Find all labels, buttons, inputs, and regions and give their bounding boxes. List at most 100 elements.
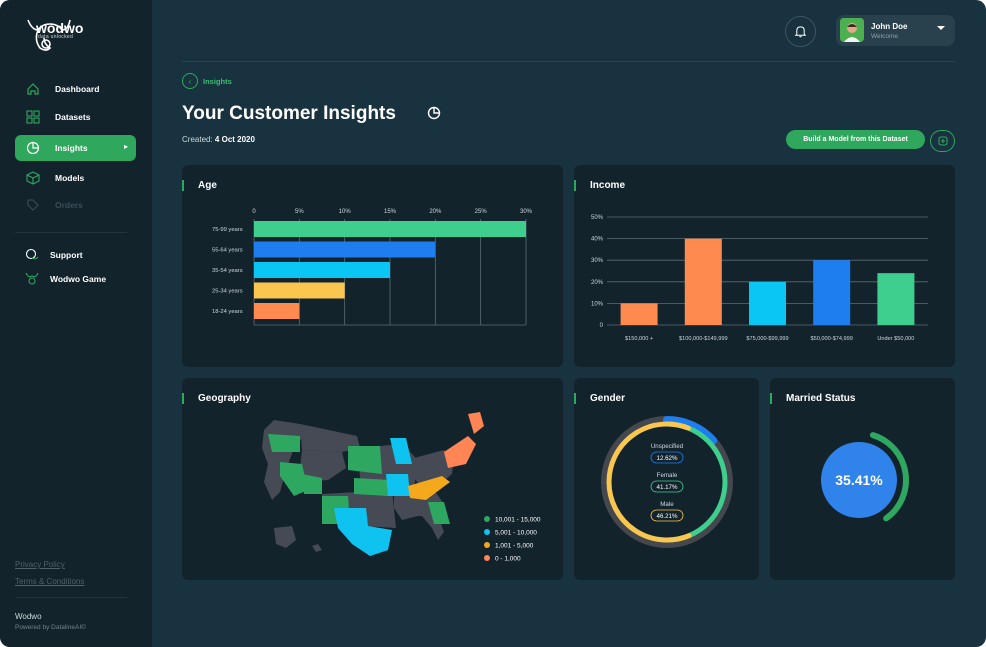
map-wisconsin — [390, 438, 412, 464]
header-divider — [182, 61, 955, 62]
legend-label: 10,001 - 15,000 — [495, 517, 541, 524]
sidebar-item-label: Wodwo Game — [50, 274, 107, 284]
wodwo-mascot-icon — [25, 272, 39, 285]
income-bar — [684, 238, 722, 325]
income-bar — [620, 303, 658, 325]
map-hawaii — [312, 544, 322, 552]
wodwo-logo-icon[interactable] — [24, 18, 124, 58]
income-chart: 0 10% 20% 30% 40% 50% $150,000 + $100,000-$149,… — [591, 215, 928, 342]
card-title: Age — [198, 180, 217, 191]
tag-icon — [27, 199, 39, 211]
age-bar — [254, 221, 526, 237]
income-card: Income 0 10% 20% 30% 40% 50% $150,000 + $100,00… — [574, 165, 955, 367]
gender-arc-female — [664, 421, 728, 543]
gender-chart: Unspecified 12.62% Female 41.17% Male 46.21% — [601, 416, 733, 548]
footer-brand: Wodwo — [15, 612, 42, 621]
chevron-right-icon: ▸ — [123, 142, 128, 151]
age-category-label: 18-24 years — [212, 309, 243, 315]
card-accent — [182, 180, 184, 191]
map-kentucky-virginia — [408, 476, 450, 500]
pie-chart-icon — [26, 141, 40, 155]
sidebar-item-label: Support — [50, 250, 83, 260]
card-title: Gender — [590, 393, 626, 404]
gender-value-pill — [650, 451, 684, 464]
sidebar-item-models[interactable]: Models — [15, 165, 136, 191]
export-button[interactable] — [930, 130, 955, 152]
married-status-card: Married Status 35.41% — [770, 378, 955, 580]
legend-label: 5,001 - 10,000 — [495, 530, 537, 537]
age-card: Age 0 5% 10% 15% 20% 25% 30% 75-99 years 55-64 y… — [182, 165, 563, 367]
chat-icon — [25, 248, 39, 260]
age-tick-label: 15% — [384, 209, 397, 215]
age-bar — [254, 241, 436, 258]
married-chart: 35.41% — [821, 432, 909, 522]
breadcrumb[interactable]: Insights — [203, 77, 232, 86]
sidebar-item-dashboard[interactable]: Dashboard — [15, 76, 136, 102]
gender-value: 41.17% — [657, 484, 678, 491]
user-menu[interactable]: John Doe Welcome — [836, 15, 955, 46]
income-category-label: Under $50,000 — [877, 336, 914, 342]
age-category-label: 55-64 years — [212, 248, 243, 254]
privacy-policy-link[interactable]: Privacy Policy — [15, 560, 65, 569]
sidebar-item-datasets[interactable]: Datasets — [15, 104, 136, 130]
sidebar-item-orders: Orders — [15, 192, 136, 218]
build-model-button[interactable]: Build a Model from this Dataset — [786, 130, 925, 149]
brand-name: wodwo — [36, 20, 84, 36]
card-accent — [770, 393, 772, 404]
notifications-button[interactable] — [785, 16, 816, 47]
map-kansas — [354, 478, 390, 496]
sidebar-item-wodwo-game[interactable]: Wodwo Game — [15, 266, 136, 292]
created-info: Created: 4 Oct 2020 — [182, 135, 255, 144]
legend-swatch-mid-high — [484, 529, 490, 535]
gender-value: 12.62% — [657, 455, 678, 462]
user-subtitle: Welcome — [871, 33, 898, 40]
pie-chart-icon — [427, 106, 441, 120]
map-texas — [334, 508, 392, 556]
gender-label: Unspecified — [651, 443, 684, 450]
age-category-label: 25-34 years — [212, 289, 243, 295]
map-missouri — [386, 474, 410, 496]
map-north-region — [300, 424, 360, 452]
income-tick-label: 0 — [600, 323, 604, 329]
age-tick-label: 25% — [475, 209, 488, 215]
married-value: 35.41% — [835, 472, 883, 488]
sidebar-item-support[interactable]: Support — [15, 242, 136, 268]
back-button[interactable]: ‹ — [182, 73, 198, 89]
age-bar — [254, 282, 345, 299]
age-bar — [254, 303, 300, 319]
gender-arc-male — [606, 421, 692, 543]
income-bar — [749, 281, 786, 325]
sidebar-divider — [15, 232, 127, 233]
footer-powered: Powered by DatalineAI© — [15, 624, 86, 631]
income-tick-label: 10% — [591, 301, 604, 307]
legend-label: 0 - 1,000 — [495, 556, 521, 563]
age-category-label: 75-99 years — [212, 227, 243, 233]
sidebar-item-insights[interactable]: Insights ▸ — [15, 135, 136, 161]
sidebar-footer-divider — [15, 597, 127, 598]
map-alaska — [274, 526, 296, 548]
age-chart: 0 5% 10% 15% 20% 25% 30% 75-99 years 55-64 years… — [212, 209, 533, 326]
income-tick-label: 20% — [591, 280, 604, 286]
map-oregon-nevada — [280, 462, 308, 496]
card-accent — [574, 180, 576, 191]
age-bar — [254, 262, 390, 278]
card-title: Geography — [198, 393, 251, 404]
terms-link[interactable]: Terms & Conditions — [15, 577, 85, 586]
age-category-label: 35-54 years — [212, 268, 243, 274]
gender-card: Gender Unspecified 12.62% Female 41.17% Male… — [574, 378, 759, 580]
sidebar-item-label: Dashboard — [55, 84, 100, 94]
map-idaho — [302, 474, 322, 494]
cube-icon — [26, 171, 40, 185]
gender-value-pill — [650, 509, 684, 522]
sidebar-item-label: Models — [55, 173, 85, 183]
map-washington — [268, 434, 300, 452]
sidebar: wodwo data unlocked Dashboard Datasets I… — [0, 0, 152, 647]
page-title: Your Customer Insights — [182, 103, 396, 124]
card-accent — [182, 393, 184, 404]
map-maine — [468, 412, 484, 434]
sidebar-item-label: Datasets — [55, 112, 91, 122]
income-category-label: $75,000-$99,999 — [746, 336, 788, 342]
age-tick-label: 20% — [429, 209, 442, 215]
income-bar — [877, 273, 915, 325]
